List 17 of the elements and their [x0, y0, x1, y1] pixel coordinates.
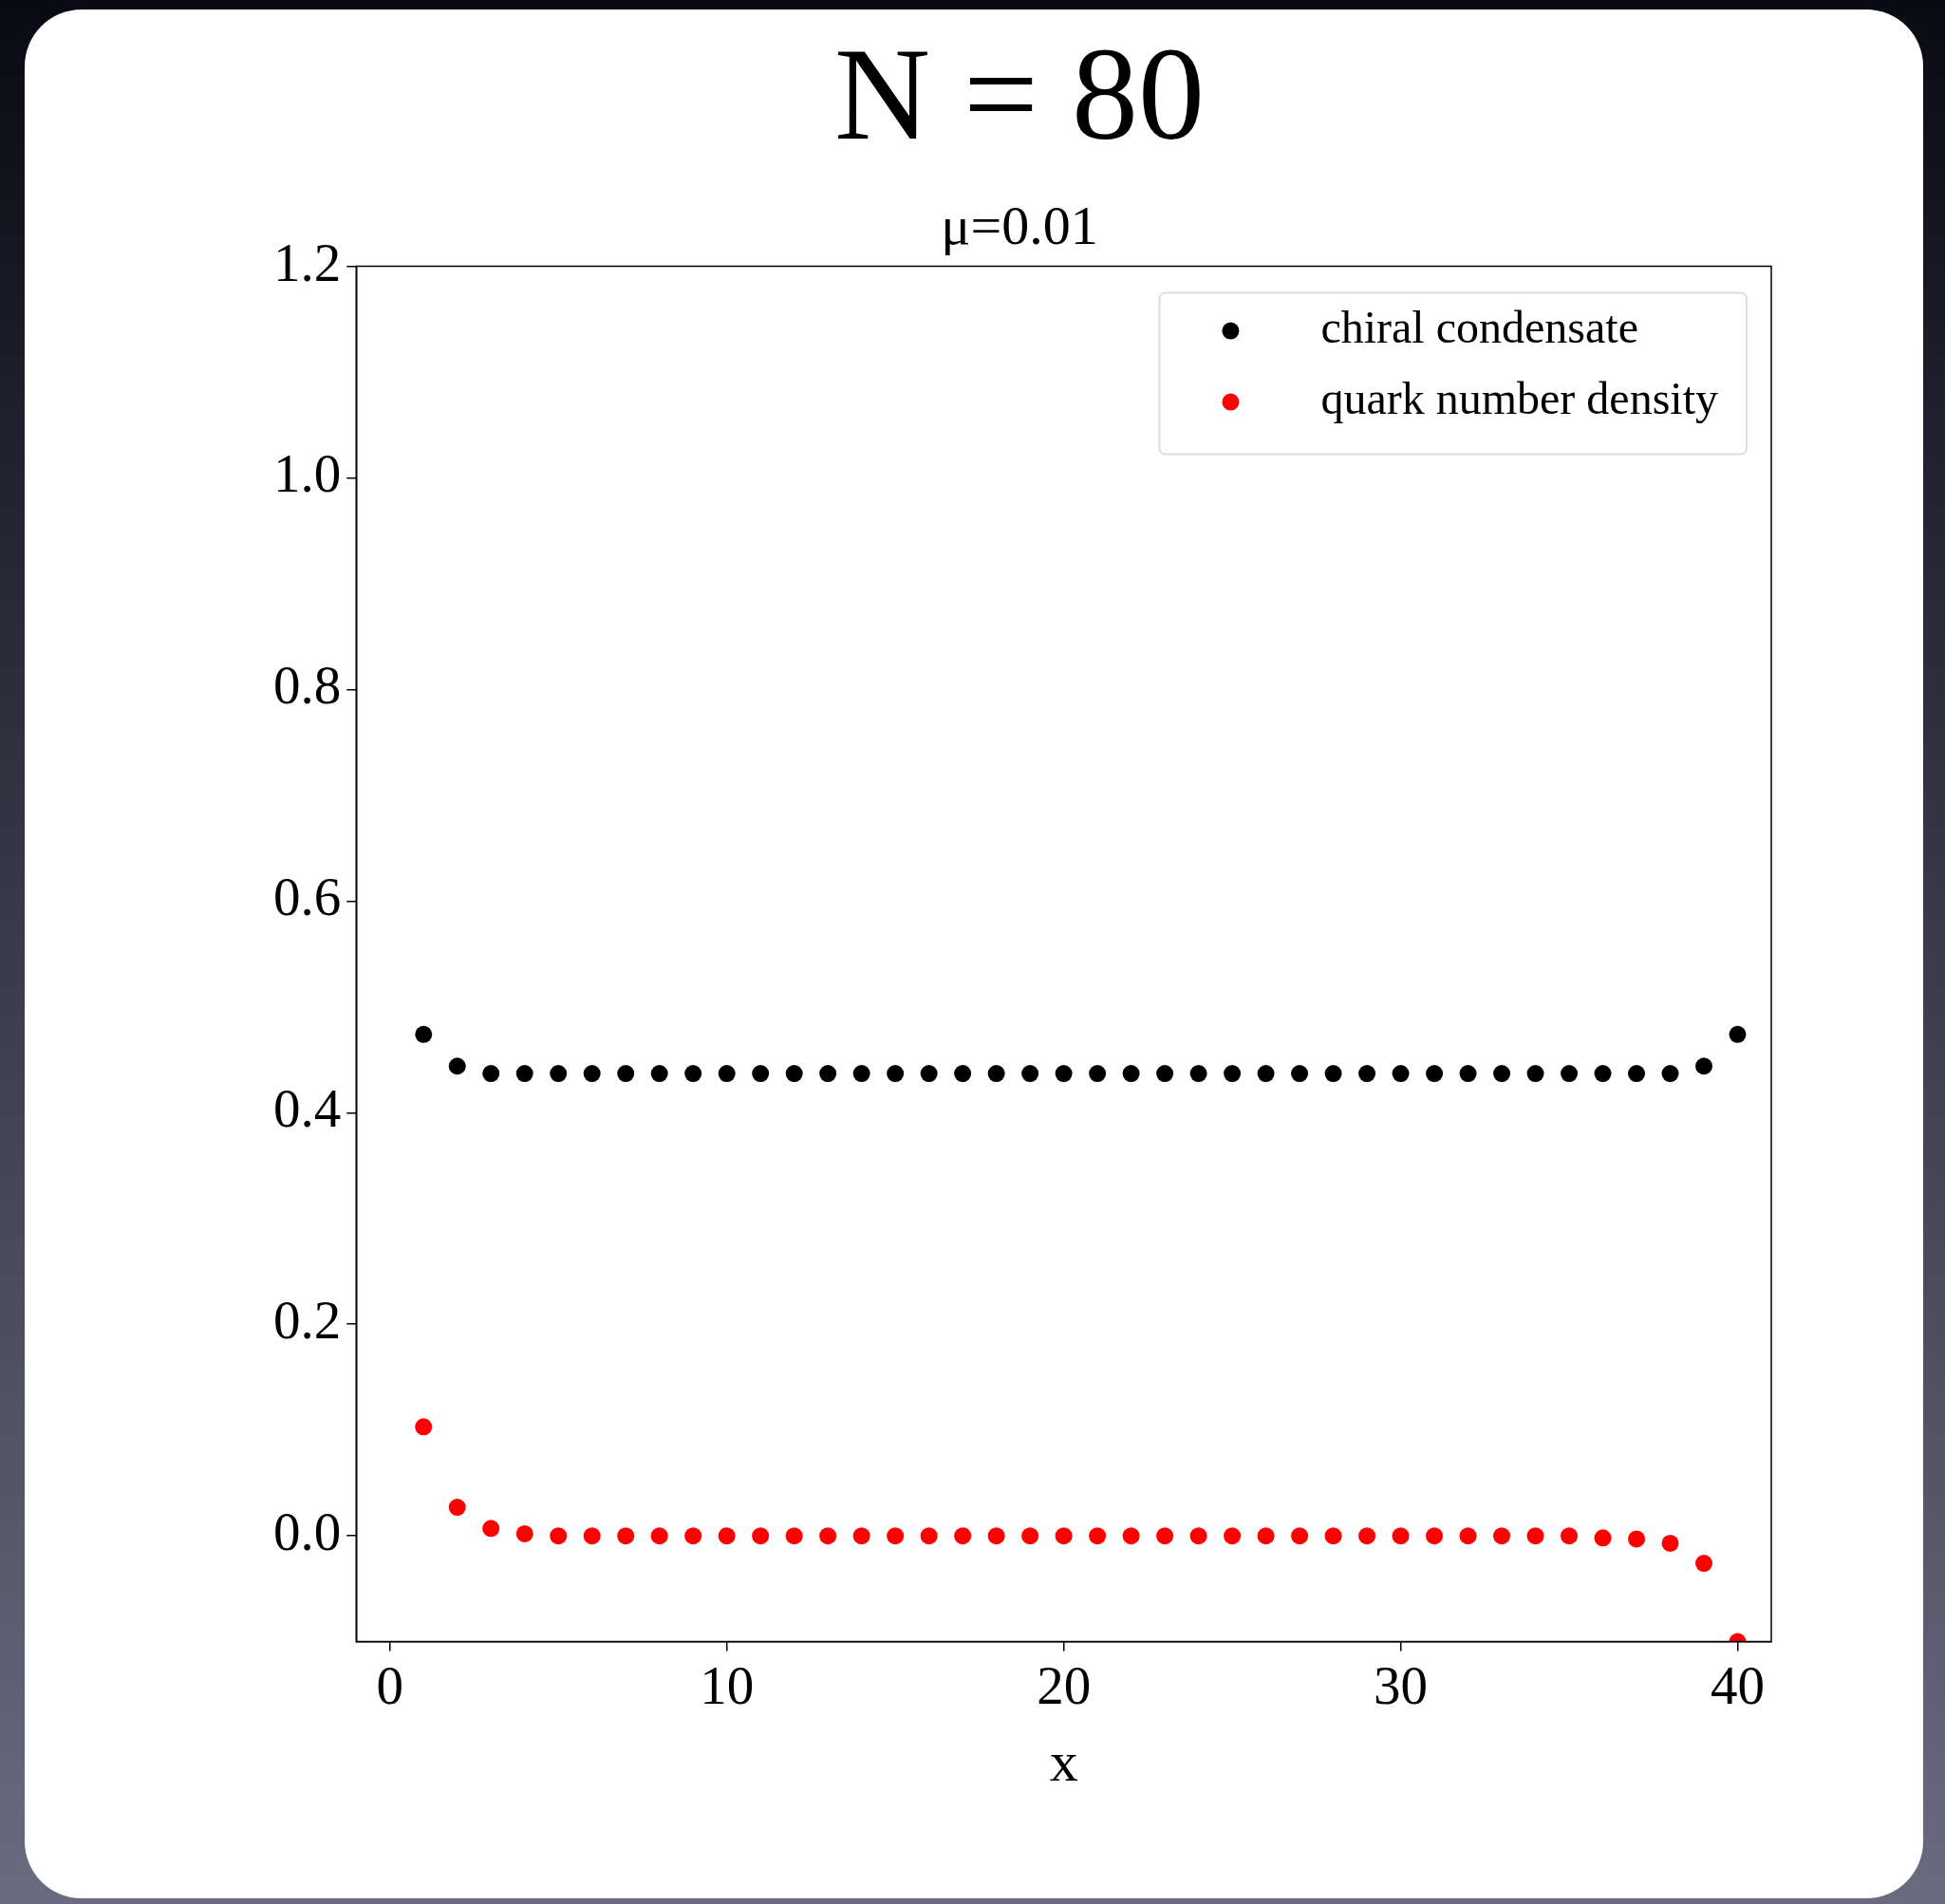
legend-label: chiral condensate — [1320, 302, 1638, 353]
x-tick-label: 10 — [700, 1654, 755, 1715]
x-tick-label: 0 — [376, 1654, 403, 1715]
y-tick-label: 0.4 — [273, 1078, 342, 1139]
chart-subtitle: μ=0.01 — [941, 195, 1098, 257]
chart-title: N = 80 — [833, 19, 1206, 167]
x-axis-title: x — [1049, 1729, 1078, 1793]
y-tick-label: 0.0 — [273, 1502, 342, 1562]
x-tick-label: 20 — [1037, 1654, 1092, 1715]
y-tick-label: 1.0 — [273, 443, 342, 504]
y-tick-label: 0.6 — [273, 867, 342, 927]
legend-label: quark number density — [1320, 373, 1719, 424]
y-tick-label: 0.8 — [273, 655, 342, 716]
y-tick-label: 1.2 — [273, 232, 342, 292]
x-tick-label: 40 — [1711, 1654, 1766, 1715]
x-tick-label: 30 — [1374, 1654, 1429, 1715]
y-tick-label: 0.2 — [273, 1290, 342, 1351]
